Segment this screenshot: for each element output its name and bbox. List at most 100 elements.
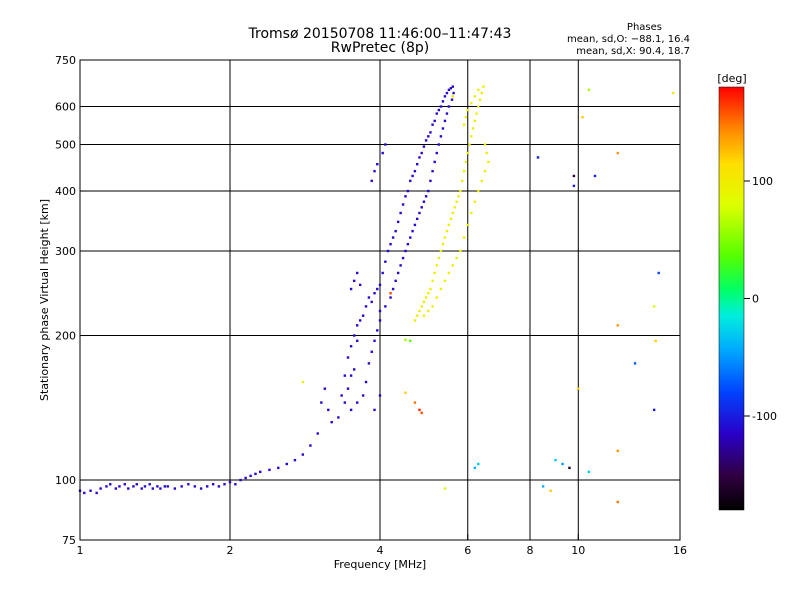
y-axis-label: Stationary phase Virtual Height [km] <box>38 199 51 401</box>
x-tick-label: 1 <box>77 544 84 557</box>
data-point <box>616 151 619 155</box>
data-point <box>657 271 660 275</box>
data-point <box>83 491 86 495</box>
data-point <box>132 485 135 488</box>
data-point <box>470 135 473 138</box>
data-point <box>259 470 262 474</box>
data-point <box>437 256 441 260</box>
data-point <box>418 156 421 159</box>
data-point <box>475 112 478 115</box>
data-point <box>370 300 373 304</box>
data-point <box>373 292 376 295</box>
data-point <box>409 339 412 343</box>
data-point <box>420 151 423 155</box>
data-point <box>483 143 487 146</box>
data-point <box>459 249 462 253</box>
data-point <box>228 480 232 484</box>
data-point <box>577 387 580 390</box>
x-tick-label: 6 <box>464 544 471 557</box>
data-point <box>652 305 656 308</box>
data-point <box>418 408 421 412</box>
data-point <box>572 174 576 178</box>
data-point <box>431 169 434 173</box>
colorbar-label: [deg] <box>717 72 746 85</box>
data-point <box>355 339 359 343</box>
data-point <box>327 408 330 412</box>
data-point <box>413 169 417 173</box>
data-point <box>367 362 371 365</box>
data-point <box>652 408 656 412</box>
data-point <box>464 116 468 119</box>
data-point <box>373 169 376 173</box>
data-point <box>424 139 428 142</box>
data-point <box>370 179 373 183</box>
data-point <box>420 411 423 415</box>
data-point <box>418 309 421 313</box>
data-point <box>378 394 382 397</box>
data-point <box>404 195 407 198</box>
data-point <box>358 319 362 322</box>
data-point <box>343 374 347 377</box>
data-point <box>424 195 428 198</box>
data-point <box>166 485 169 488</box>
data-point <box>487 160 490 164</box>
data-point <box>480 91 483 95</box>
data-point <box>572 184 576 188</box>
data-point <box>268 468 271 472</box>
data-point <box>159 487 162 490</box>
data-point <box>163 485 167 488</box>
data-point <box>239 478 242 482</box>
data-point <box>477 189 480 193</box>
data-point <box>451 211 455 215</box>
data-point <box>435 151 438 155</box>
data-point <box>114 487 118 490</box>
data-point <box>394 279 397 283</box>
data-point <box>466 151 469 155</box>
y-tick-label: 300 <box>55 245 76 258</box>
data-point <box>173 487 177 490</box>
data-point <box>482 85 485 88</box>
data-point <box>433 160 436 164</box>
data-point <box>427 189 430 193</box>
data-point <box>633 362 637 365</box>
data-point <box>473 200 477 203</box>
data-point <box>135 483 138 486</box>
data-point <box>254 472 257 476</box>
data-point <box>427 135 430 138</box>
data-point <box>401 203 405 206</box>
colorbar-tick-label: 0 <box>752 293 759 306</box>
data-point <box>409 236 412 239</box>
colorbar <box>718 86 745 511</box>
data-point <box>381 271 384 275</box>
data-point <box>89 489 92 492</box>
data-point <box>361 314 365 317</box>
data-point <box>541 485 545 488</box>
data-point <box>346 387 350 390</box>
data-point <box>473 95 477 98</box>
data-point <box>223 483 226 486</box>
data-point <box>441 242 445 246</box>
data-point <box>389 242 392 246</box>
data-point <box>364 380 368 384</box>
data-point <box>352 368 356 371</box>
data-point <box>217 485 221 488</box>
data-point <box>427 309 430 313</box>
data-point <box>373 339 376 343</box>
data-point <box>349 345 353 348</box>
data-point <box>370 350 373 353</box>
data-point <box>470 101 473 105</box>
data-point <box>549 489 552 492</box>
data-point <box>389 296 392 299</box>
data-point <box>581 116 584 119</box>
data-point <box>424 296 428 299</box>
data-point <box>205 485 209 488</box>
data-point <box>376 329 379 332</box>
y-tick-label: 75 <box>62 534 76 547</box>
data-point <box>399 264 402 267</box>
data-point <box>587 470 591 474</box>
data-point <box>455 200 458 203</box>
data-point <box>140 487 143 490</box>
chart-subtitle: RwPretec (8p) <box>330 40 430 56</box>
data-point <box>301 453 305 456</box>
